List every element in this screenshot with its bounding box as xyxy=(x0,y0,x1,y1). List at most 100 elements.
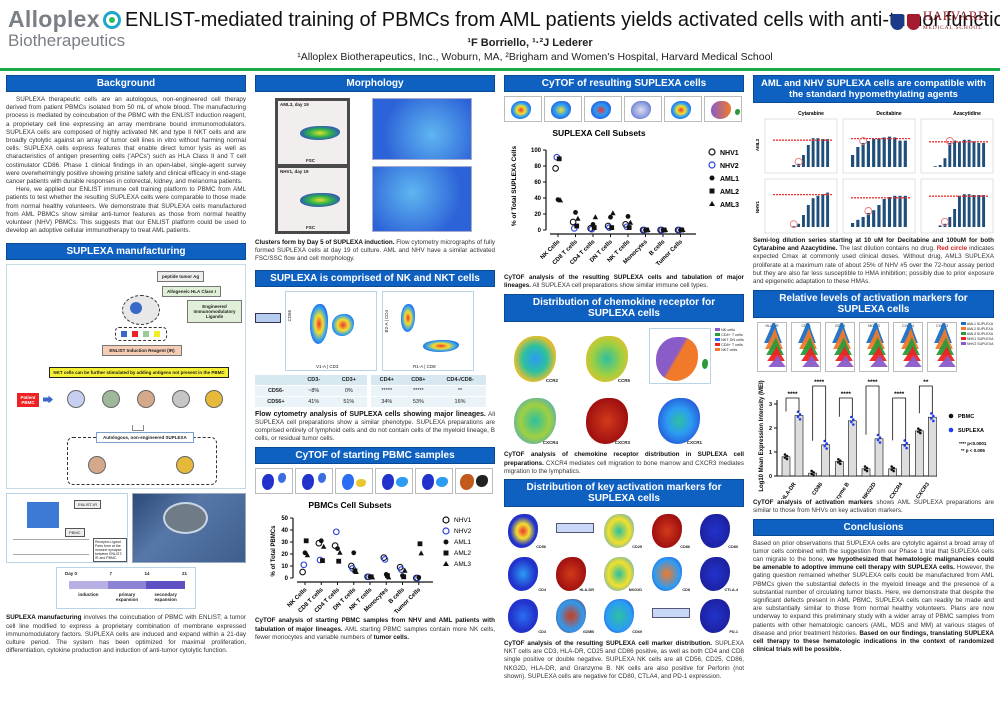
fsc-ssc-plots: AML3, day 19 FSC NHV1, day 19 FSC xyxy=(275,98,350,234)
activation-dist-caption: CyTOF analysis of the resulting SUPLEXA … xyxy=(504,640,744,681)
legend-label: SUPLEXA xyxy=(958,428,984,434)
section-manufacturing: SUPLEXA manufacturing peptide tumor Ag A… xyxy=(6,243,246,655)
panel-label: CD69 xyxy=(632,630,642,635)
svg-text:0: 0 xyxy=(538,228,542,234)
panel-label: NKG2D xyxy=(628,587,642,592)
hma-heading: AML and NHV SUPLEXA cells are compatible… xyxy=(753,75,994,103)
alloplex-logo: Alloplex Biotherapeutics xyxy=(8,6,125,51)
caption-bold: CyTOF analysis of activation markers xyxy=(753,499,873,507)
hma-caption: Semi-log dilution series starting at 10 … xyxy=(753,237,994,286)
legend-label: PBMC xyxy=(958,414,974,420)
pbmc-label: PBMC xyxy=(65,528,85,538)
panel-label: CD86 xyxy=(680,545,690,550)
ccr5-panel: CCR5 xyxy=(580,328,642,386)
pbmc-tsne-strip xyxy=(255,468,495,496)
section-background: Background SUPLEXA therapeutic cells are… xyxy=(6,75,246,235)
plot-label: NHV1, day 19 xyxy=(280,169,309,174)
section-chemokine: Distribution of chemokine receptor for S… xyxy=(504,294,744,476)
legend-label: NHV1 SUPLEXA xyxy=(966,337,994,342)
suplexa-cytof-heading: CyTOF of resulting SUPLEXA cells xyxy=(504,75,744,92)
table-cell: CD56+ xyxy=(255,396,297,408)
caption-bold: Clusters form by Day 5 of SUPLEXA induct… xyxy=(255,239,395,246)
enlist-ir-label: ENLIST-IR xyxy=(74,500,102,510)
cd3-cd56-table: CD3- CD3+ CD56- ~8% 0% CD56+ 41% 51% xyxy=(255,374,367,408)
cxcr4-panel: CXCR4 xyxy=(508,390,570,448)
pbmc-cytof-heading: CyTOF of starting PBMC samples xyxy=(255,447,495,465)
svg-text:CXCR3: CXCR3 xyxy=(915,482,931,499)
table-header: CD3- xyxy=(296,374,331,386)
manufacturing-caption: SUPLEXA manufacturing involves the coinc… xyxy=(6,614,246,655)
legend-label: AML2 xyxy=(720,189,739,196)
svg-text:10: 10 xyxy=(281,564,288,570)
table-header: CD4-/CD8- xyxy=(434,374,486,386)
y-axis-label: % of Total SUPLEXA Cells xyxy=(511,146,518,227)
caption-bold: CyTOF analysis of the resulting SUPLEXA … xyxy=(504,274,744,290)
section-hma: AML and NHV SUPLEXA cells are compatible… xyxy=(753,75,994,286)
caption-bold: Flow cytometry analysis of SUPLEXA cells… xyxy=(255,410,486,418)
marker-panel: CD69 xyxy=(600,596,646,636)
timeline-days: Day 0 7 14 21 xyxy=(65,571,187,576)
legend-label: AML2 xyxy=(454,550,471,557)
legend-label: NHV1 xyxy=(454,517,472,524)
nk-callout xyxy=(255,312,281,323)
chemokine-panels: CCR2 CCR5 NK cells CD4+ T cells NKT DN c… xyxy=(504,326,744,451)
section-morphology: Morphology AML3, day 19 FSC NHV1, day 19… xyxy=(255,75,495,264)
monocyte-icon xyxy=(102,390,120,409)
activation-panels: CD56 CD25 CD86 CD80 CD4 HLA-DR NKG2D CD8 CTLA-4 C… xyxy=(504,511,744,637)
svg-text:30: 30 xyxy=(281,540,288,546)
histogram-panel: CXCR4 xyxy=(893,322,923,373)
legend-label: NKT DN cells xyxy=(721,338,744,343)
chart-legend: PBMC SUPLEXA **** p<0.0001 ** p < 0.005 xyxy=(948,413,987,453)
plot-label: AML3, day 19 xyxy=(280,102,309,107)
day-label: 7 xyxy=(109,571,112,577)
aml3-micrograph xyxy=(372,98,472,160)
cd4-cd8-plot: R1-A | CD8 B2-A | CD4 xyxy=(382,290,474,371)
harvard-shield-icon xyxy=(906,14,920,30)
axis-label: B2-A | CD4 xyxy=(384,309,389,333)
t-cell-icon xyxy=(67,390,85,409)
nhv1-scatter: NHV1, day 19 FSC xyxy=(278,168,347,231)
svg-text:NHV1: NHV1 xyxy=(755,201,760,214)
hma-charts-svg: Cytarabine Decitabine Azacytidine AML3 NHV1 xyxy=(755,111,994,234)
caption-bold: CyTOF analysis of the resulting SUPLEXA … xyxy=(504,640,713,648)
panel-label: HLA-DR xyxy=(579,587,594,592)
marker-panel: CD56 xyxy=(504,511,550,551)
histogram-legend: AML1 SUPLEXA AML2 SUPLEXA AML3 SUPLEXA N… xyxy=(961,322,993,374)
caption-text: The last dilution contains no drug. xyxy=(837,245,937,253)
suplexa-nkt-icon xyxy=(176,456,194,475)
column-3: CyTOF of resulting SUPLEXA cells SUPLEXA… xyxy=(504,75,744,681)
legend-label: AML1 SUPLEXA xyxy=(966,322,994,327)
harvard-logo: HARVARD MEDICAL SCHOOL xyxy=(890,9,988,34)
marker-panel: CD25 xyxy=(600,511,646,551)
tsne-plot xyxy=(504,96,542,122)
table-cell: 0% xyxy=(330,385,367,397)
panel-label: PD-1 xyxy=(729,630,738,635)
lineage-legend: NK cells CD4+ T cells NKT DN cells CD8+ … xyxy=(715,328,744,353)
svg-text:****: **** xyxy=(894,391,905,398)
svg-text:0: 0 xyxy=(285,576,289,582)
axis-label: R1-A | CD8 xyxy=(413,363,436,369)
axis-label: CD56 xyxy=(287,309,292,322)
marker-panel: CD3 xyxy=(504,596,550,636)
marker-panel: NKG2D xyxy=(600,554,646,594)
marker-panel: CD80 xyxy=(696,511,742,551)
caption-bold: CyTOF analysis of chemokine receptor dis… xyxy=(504,451,744,467)
y-axis-label: Log10 Mean Expression Intensity (MEI) xyxy=(759,381,765,492)
down-arrow-icon xyxy=(132,425,144,432)
arrow-right-icon xyxy=(43,395,53,404)
enlist-micrograph xyxy=(27,502,59,529)
legend-label: AML3 xyxy=(454,561,471,568)
manufacturing-heading: SUPLEXA manufacturing xyxy=(6,243,246,261)
suplexa-result-group: Autologous, non-engineered SUPLEXA xyxy=(67,432,217,486)
panel-label: CD25 xyxy=(632,545,642,550)
logo-brand-name: Alloplex xyxy=(8,6,100,32)
synapse-note: Receptor-Ligand Pairs form at the immune… xyxy=(93,538,127,563)
chart-legend: NHV1 NHV2 AML1 AML2 AML3 xyxy=(708,148,739,209)
svg-text:100: 100 xyxy=(531,148,542,154)
tsne-plot xyxy=(624,96,662,122)
caption-text: shows AML SUPLEXA preparations are simil… xyxy=(753,499,994,515)
poster-title: ENLIST-mediated training of PBMCs from A… xyxy=(125,9,1000,31)
significance-note: ** p < 0.005 xyxy=(961,448,985,453)
